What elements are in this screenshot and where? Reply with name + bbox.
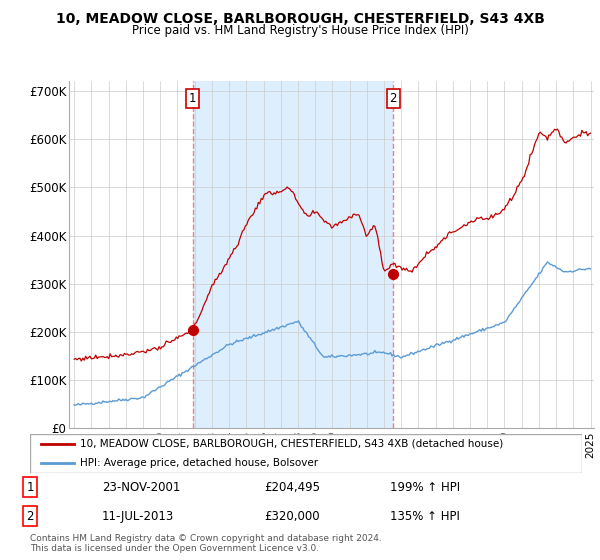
Text: Price paid vs. HM Land Registry's House Price Index (HPI): Price paid vs. HM Land Registry's House … xyxy=(131,24,469,36)
Text: 23-NOV-2001: 23-NOV-2001 xyxy=(102,480,181,494)
Text: 1: 1 xyxy=(189,92,196,105)
Text: 2: 2 xyxy=(389,92,397,105)
Bar xyxy=(193,81,394,428)
Text: 2: 2 xyxy=(26,510,34,523)
Text: £320,000: £320,000 xyxy=(264,510,320,523)
Text: 10, MEADOW CLOSE, BARLBOROUGH, CHESTERFIELD, S43 4XB (detached house): 10, MEADOW CLOSE, BARLBOROUGH, CHESTERFI… xyxy=(80,439,503,449)
Text: 135% ↑ HPI: 135% ↑ HPI xyxy=(390,510,460,523)
Text: £204,495: £204,495 xyxy=(264,480,320,494)
Text: HPI: Average price, detached house, Bolsover: HPI: Average price, detached house, Bols… xyxy=(80,459,318,468)
Text: 199% ↑ HPI: 199% ↑ HPI xyxy=(390,480,460,494)
Text: Contains HM Land Registry data © Crown copyright and database right 2024.
This d: Contains HM Land Registry data © Crown c… xyxy=(30,534,382,553)
Text: 11-JUL-2013: 11-JUL-2013 xyxy=(102,510,174,523)
Text: 10, MEADOW CLOSE, BARLBOROUGH, CHESTERFIELD, S43 4XB: 10, MEADOW CLOSE, BARLBOROUGH, CHESTERFI… xyxy=(56,12,544,26)
Text: 1: 1 xyxy=(26,480,34,494)
